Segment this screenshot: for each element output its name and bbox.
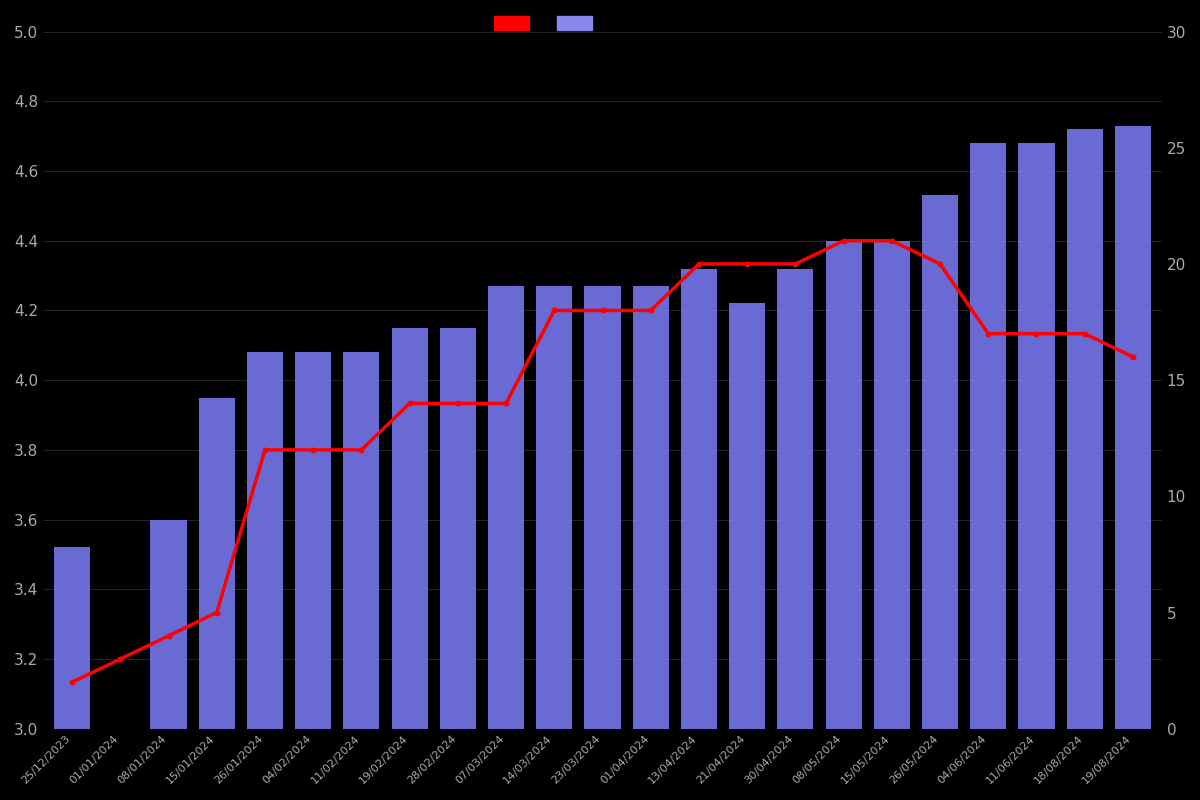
Point	[689, 258, 708, 270]
Bar	[730, 303, 766, 800]
Point	[545, 304, 564, 317]
Bar	[488, 286, 524, 800]
Bar	[1067, 129, 1103, 800]
Point	[738, 258, 757, 270]
Bar	[247, 352, 283, 800]
Bar	[199, 398, 235, 800]
Bar	[826, 241, 862, 800]
Bar	[391, 328, 427, 800]
Bar	[536, 286, 572, 800]
Bar	[1019, 143, 1055, 800]
Bar	[343, 352, 379, 800]
Point	[256, 443, 275, 456]
Bar	[1115, 126, 1151, 800]
Point	[449, 397, 468, 410]
Point	[1027, 327, 1046, 340]
Bar	[54, 547, 90, 800]
Bar	[150, 519, 186, 800]
Bar	[874, 241, 910, 800]
Bar	[439, 328, 476, 800]
Point	[1075, 327, 1094, 340]
Point	[304, 443, 323, 456]
Bar	[970, 143, 1007, 800]
Bar	[778, 269, 814, 800]
Point	[593, 304, 612, 317]
Point	[110, 653, 130, 666]
Bar	[295, 352, 331, 800]
Point	[62, 676, 82, 689]
Point	[158, 630, 178, 642]
Point	[1123, 350, 1142, 363]
Point	[834, 234, 853, 247]
Legend: , : ,	[488, 10, 605, 37]
Point	[882, 234, 901, 247]
Point	[400, 397, 419, 410]
Point	[352, 443, 371, 456]
Bar	[584, 286, 620, 800]
Bar	[632, 286, 668, 800]
Point	[497, 397, 516, 410]
Bar	[922, 195, 958, 800]
Point	[786, 258, 805, 270]
Point	[930, 258, 949, 270]
Point	[208, 606, 227, 619]
Point	[641, 304, 660, 317]
Bar	[680, 269, 718, 800]
Point	[979, 327, 998, 340]
